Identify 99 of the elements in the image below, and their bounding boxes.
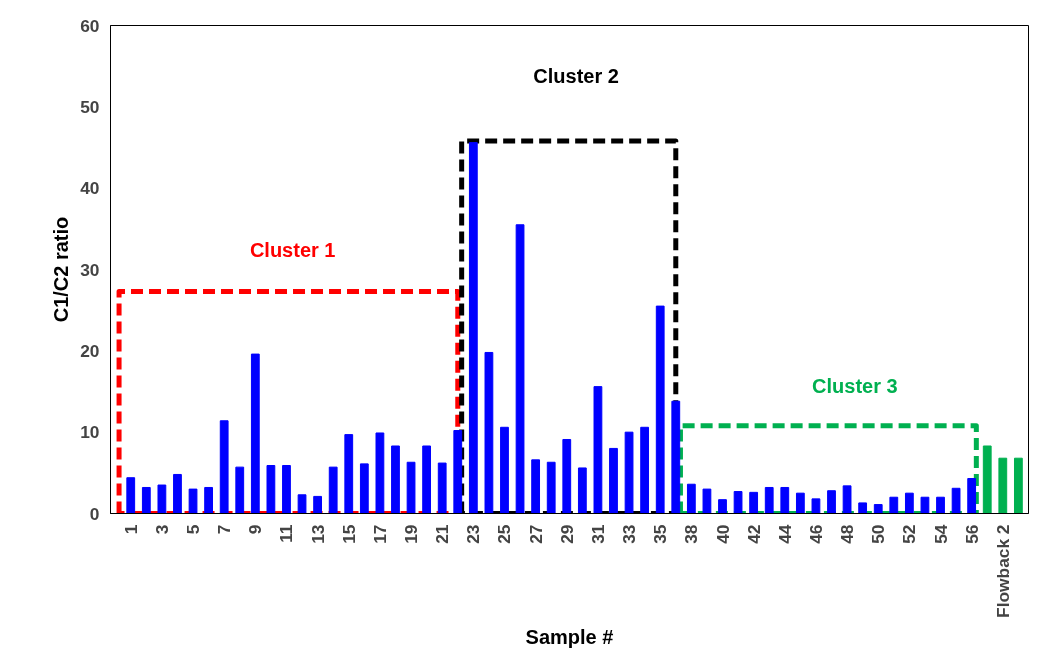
bar xyxy=(655,305,665,514)
bar xyxy=(998,457,1008,514)
x-tick-label: 15 xyxy=(338,524,359,544)
x-tick-label: 29 xyxy=(556,524,577,544)
x-tick-label: 54 xyxy=(930,524,951,544)
bar xyxy=(764,486,774,514)
x-tick-label: 52 xyxy=(899,524,920,544)
bar xyxy=(842,485,852,514)
bar xyxy=(982,445,992,514)
bar xyxy=(344,434,354,514)
bar xyxy=(749,491,759,514)
bar xyxy=(375,432,385,514)
bar xyxy=(531,459,541,514)
bar xyxy=(967,478,977,514)
bar xyxy=(873,504,883,514)
x-tick-label: 48 xyxy=(837,524,858,544)
x-tick-label: 42 xyxy=(743,524,764,544)
x-tick-label: 33 xyxy=(619,524,640,544)
bar xyxy=(328,466,338,514)
bar xyxy=(188,488,198,514)
y-tick-label: 60 xyxy=(80,15,100,36)
bar xyxy=(297,494,307,514)
x-tick-label: 1 xyxy=(120,524,141,535)
y-tick-label: 50 xyxy=(80,96,100,117)
x-tick-label: 46 xyxy=(805,524,826,544)
bar xyxy=(858,502,868,514)
bar xyxy=(500,426,509,514)
x-tick-label: 19 xyxy=(401,524,422,544)
x-tick-label: 13 xyxy=(307,524,328,544)
bar xyxy=(811,498,821,514)
x-tick-label: 7 xyxy=(214,524,235,535)
bar xyxy=(609,447,618,514)
bar xyxy=(733,491,743,514)
bar xyxy=(718,499,727,514)
bar xyxy=(827,490,836,514)
bar xyxy=(235,466,245,514)
y-tick-label: 40 xyxy=(80,178,100,199)
bar xyxy=(437,462,447,514)
x-tick-label: 3 xyxy=(151,524,172,535)
y-tick-label: 20 xyxy=(80,340,100,361)
bar xyxy=(951,487,961,514)
bar xyxy=(126,477,136,514)
x-tick-label: 23 xyxy=(463,524,484,544)
bar xyxy=(406,461,416,514)
bar xyxy=(219,420,229,514)
bar xyxy=(173,473,182,514)
bar xyxy=(157,484,167,514)
annotation: Cluster 3 xyxy=(812,375,898,398)
bar xyxy=(313,495,323,514)
x-tick-label: 31 xyxy=(587,524,608,544)
bar xyxy=(250,353,260,514)
x-tick-label: 38 xyxy=(681,524,702,544)
y-axis-title: C1/C2 ratio xyxy=(50,216,73,323)
y-tick-label: 0 xyxy=(89,503,100,524)
y-tick-label: 30 xyxy=(80,259,100,280)
bar xyxy=(546,461,556,514)
annotation: Cluster 1 xyxy=(249,239,336,262)
x-tick-label: 9 xyxy=(245,524,266,535)
bar xyxy=(204,486,213,514)
bar xyxy=(453,430,463,514)
x-axis-title: Sample # xyxy=(525,625,614,648)
x-tick-label: 44 xyxy=(774,524,795,544)
annotation: Cluster 2 xyxy=(533,64,619,87)
x-tick-label: 17 xyxy=(369,524,390,544)
x-tick-label: 35 xyxy=(650,524,671,544)
bar xyxy=(468,142,478,514)
bar xyxy=(577,467,587,514)
bar xyxy=(515,224,525,514)
bar xyxy=(1013,457,1023,514)
x-tick-label: 11 xyxy=(276,524,297,543)
x-tick-label: 27 xyxy=(525,524,546,544)
bar xyxy=(624,431,634,514)
bar xyxy=(920,496,930,514)
bar xyxy=(671,400,681,514)
bar xyxy=(936,496,945,514)
bar xyxy=(795,492,805,514)
x-tick-label: Flowback 2 xyxy=(992,524,1013,618)
bar xyxy=(266,465,276,514)
y-tick-label: 10 xyxy=(80,422,100,443)
bar xyxy=(484,351,494,514)
bar xyxy=(702,488,712,514)
x-tick-label: 56 xyxy=(961,524,982,544)
x-tick-label: 50 xyxy=(868,524,889,544)
bar xyxy=(593,386,603,514)
x-tick-label: 40 xyxy=(712,524,733,544)
bar xyxy=(141,486,151,514)
x-tick-label: 25 xyxy=(494,524,515,544)
bar xyxy=(359,463,369,514)
bar xyxy=(686,483,696,514)
bar xyxy=(889,496,899,514)
bar xyxy=(282,465,291,514)
bar xyxy=(562,438,572,514)
bar xyxy=(422,445,432,514)
x-tick-label: 5 xyxy=(183,524,204,535)
x-tick-label: 21 xyxy=(432,524,453,544)
bar xyxy=(780,486,790,514)
bar xyxy=(904,492,914,514)
bar xyxy=(391,445,400,514)
bar xyxy=(640,426,650,514)
